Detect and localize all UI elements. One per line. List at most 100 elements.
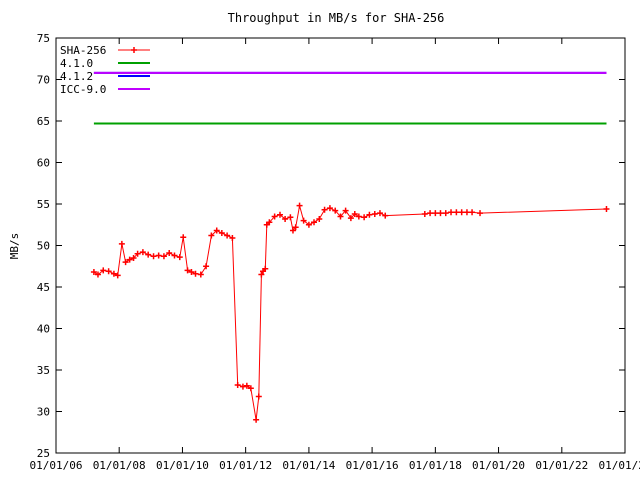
- data-point: [477, 210, 484, 217]
- data-point: [122, 259, 129, 266]
- data-point: [366, 211, 373, 218]
- data-point: [155, 252, 162, 259]
- legend-label: SHA-256: [60, 44, 106, 57]
- y-tick-label: 60: [37, 157, 50, 170]
- y-tick-label: 30: [37, 406, 50, 419]
- data-point: [126, 256, 133, 263]
- data-point: [351, 210, 358, 217]
- y-tick-label: 40: [37, 323, 50, 336]
- y-tick-label: 65: [37, 115, 50, 128]
- data-point: [150, 253, 157, 260]
- data-point: [282, 215, 289, 222]
- y-tick-label: 75: [37, 32, 50, 45]
- legend-label: 4.1.0: [60, 57, 93, 70]
- y-tick-label: 35: [37, 364, 50, 377]
- x-tick-label: 01/01/12: [219, 459, 272, 472]
- data-point: [176, 254, 183, 261]
- x-tick-label: 01/01/22: [535, 459, 588, 472]
- data-point: [145, 251, 152, 258]
- data-point: [110, 270, 117, 277]
- x-axis-ticks: 01/01/06 01/01/08 01/01/10 01/01/12 01/01/14…: [30, 38, 640, 472]
- data-point: [453, 209, 460, 216]
- y-tick-label: 70: [37, 74, 50, 87]
- data-point: [239, 383, 246, 390]
- data-point: [427, 210, 434, 217]
- data-point: [180, 234, 187, 241]
- data-point: [437, 210, 444, 217]
- data-point: [160, 253, 167, 260]
- data-point: [448, 209, 455, 216]
- data-point: [332, 207, 339, 214]
- data-point: [234, 381, 241, 388]
- data-point: [253, 416, 260, 423]
- x-tick-label: 01/01/18: [409, 459, 462, 472]
- data-point: [316, 215, 323, 222]
- data-point: [203, 263, 210, 270]
- series-layer: [90, 71, 610, 423]
- data-point: [192, 270, 199, 277]
- data-point: [382, 212, 389, 219]
- x-tick-label: 01/01/14: [282, 459, 335, 472]
- data-point: [134, 250, 141, 257]
- data-point: [266, 219, 273, 226]
- data-point: [421, 210, 428, 217]
- data-point: [292, 224, 299, 231]
- data-point: [166, 249, 173, 256]
- x-tick-label: 01/01/16: [346, 459, 399, 472]
- y-tick-label: 50: [37, 240, 50, 253]
- legend-label: 4.1.2: [60, 70, 93, 83]
- data-point: [197, 271, 204, 278]
- series-sha-256: [90, 202, 610, 423]
- data-point: [184, 267, 191, 274]
- data-point: [321, 206, 328, 213]
- data-point: [247, 385, 254, 392]
- data-point: [224, 232, 231, 239]
- y-tick-label: 45: [37, 281, 50, 294]
- data-point: [118, 240, 125, 247]
- data-point: [218, 230, 225, 237]
- data-point: [255, 393, 262, 400]
- data-point: [289, 227, 296, 234]
- data-point: [469, 209, 476, 216]
- data-point: [337, 213, 344, 220]
- data-point: [371, 210, 378, 217]
- data-point: [94, 271, 101, 278]
- data-point: [105, 268, 112, 275]
- data-point: [262, 265, 269, 272]
- data-point: [90, 269, 97, 276]
- data-point: [355, 213, 362, 220]
- data-point: [243, 382, 250, 389]
- data-point: [300, 217, 307, 224]
- chart-title: Throughput in MB/s for SHA-256: [228, 11, 445, 25]
- data-point: [432, 210, 439, 217]
- y-tick-label: 55: [37, 198, 50, 211]
- x-tick-label: 01/01/06: [30, 459, 83, 472]
- data-point: [276, 211, 283, 218]
- data-point: [208, 232, 215, 239]
- y-tick-label: 25: [37, 447, 50, 460]
- data-point: [296, 202, 303, 209]
- data-point: [442, 210, 449, 217]
- data-point: [188, 269, 195, 276]
- legend-marker: [131, 47, 137, 53]
- data-point: [458, 209, 465, 216]
- x-tick-label: 01/01/20: [472, 459, 525, 472]
- data-point: [347, 215, 354, 222]
- data-point: [326, 205, 333, 212]
- series-line: [93, 205, 607, 420]
- y-axis-ticks: 25 30 35 40 45 50 55 60 65 70 75: [37, 32, 625, 460]
- data-point: [311, 219, 318, 226]
- data-point: [258, 271, 265, 278]
- data-point: [229, 235, 236, 242]
- data-point: [130, 254, 137, 261]
- data-point: [287, 214, 294, 221]
- x-tick-label: 01/01/08: [93, 459, 146, 472]
- data-point: [305, 221, 312, 228]
- x-tick-label: 01/01/10: [156, 459, 209, 472]
- data-point: [361, 214, 368, 221]
- data-point: [213, 227, 220, 234]
- data-point: [603, 205, 610, 212]
- plot-area-frame: [55, 37, 626, 454]
